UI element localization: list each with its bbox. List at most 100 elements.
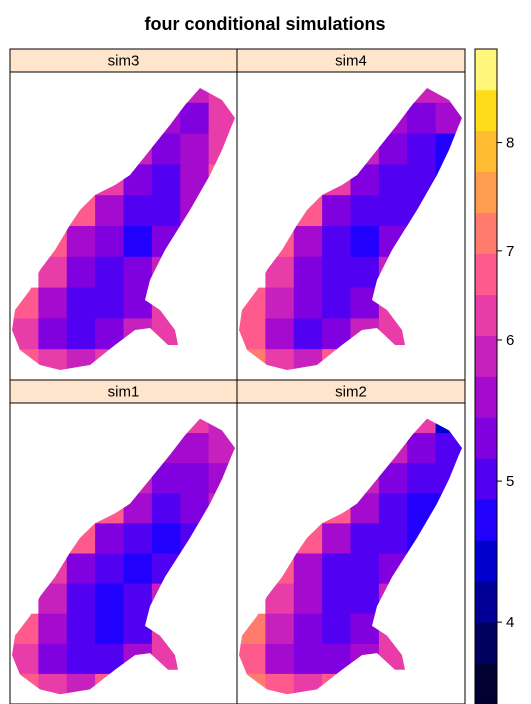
raster bbox=[12, 418, 235, 695]
colorkey-bin bbox=[475, 171, 497, 214]
colorkey-bin bbox=[475, 581, 497, 623]
raster-cell bbox=[293, 226, 323, 258]
colorkey-bin bbox=[475, 49, 497, 91]
colorkey-bin bbox=[475, 335, 497, 377]
raster-cell bbox=[265, 287, 295, 319]
raster-cell bbox=[265, 673, 295, 695]
colorkey-border bbox=[474, 48, 498, 704]
raster-cell bbox=[293, 349, 323, 370]
raster-cell bbox=[322, 553, 351, 585]
raster-cell bbox=[322, 613, 351, 645]
raster-cell bbox=[407, 433, 437, 464]
raster-cell bbox=[293, 553, 323, 585]
raster-cell bbox=[66, 318, 96, 350]
panel-border bbox=[236, 402, 466, 704]
raster-cell bbox=[180, 433, 210, 464]
raster-cell bbox=[265, 643, 295, 675]
raster-cell bbox=[38, 349, 68, 370]
raster-cell bbox=[350, 256, 380, 289]
raster-cell bbox=[322, 583, 351, 615]
raster-cell bbox=[66, 349, 96, 370]
raster-cell bbox=[322, 287, 351, 319]
colorkey-bin bbox=[475, 417, 497, 459]
raster-cell bbox=[95, 553, 124, 585]
raster-cell bbox=[123, 195, 153, 227]
raster-cell bbox=[123, 553, 153, 585]
colorkey-bin bbox=[475, 294, 497, 336]
raster-cell bbox=[66, 643, 96, 675]
raster-cell bbox=[95, 613, 124, 645]
raster-cell bbox=[378, 195, 408, 227]
raster-cell bbox=[378, 493, 408, 524]
colorkey-bin bbox=[475, 458, 497, 500]
raster-cell bbox=[180, 102, 210, 135]
colorkey-bin bbox=[475, 212, 497, 254]
raster-cell bbox=[123, 226, 153, 258]
colorkey-tick-label: 8 bbox=[506, 135, 514, 152]
strip-label: sim3 bbox=[108, 52, 140, 69]
raster-cell bbox=[95, 195, 124, 227]
colorkey-bin bbox=[475, 89, 497, 132]
strip-label: sim2 bbox=[335, 383, 367, 400]
raster-cell bbox=[66, 583, 96, 615]
raster-cell bbox=[180, 463, 210, 494]
raster-cell bbox=[95, 523, 124, 554]
raster-cell bbox=[123, 256, 153, 289]
colorkey-bin bbox=[475, 499, 497, 541]
raster-cell bbox=[151, 164, 181, 196]
raster-cell bbox=[66, 613, 96, 645]
raster-cell bbox=[66, 287, 96, 319]
raster-cell bbox=[95, 256, 124, 289]
chart-title: four conditional simulations bbox=[144, 14, 385, 34]
raster-cell bbox=[293, 318, 323, 350]
raster-cell bbox=[322, 226, 351, 258]
raster-cell bbox=[350, 195, 380, 227]
raster-cell bbox=[265, 349, 295, 370]
raster-cell bbox=[123, 523, 153, 554]
raster-cell bbox=[293, 643, 323, 675]
strip-label: sim1 bbox=[108, 383, 140, 400]
colorkey-bin bbox=[475, 130, 497, 173]
raster-cell bbox=[378, 164, 408, 196]
raster-cell bbox=[378, 523, 408, 554]
raster-cell bbox=[95, 287, 124, 319]
colorkey-bin bbox=[475, 540, 497, 582]
colorkey-tick-label: 6 bbox=[506, 332, 514, 349]
colorkey-bin bbox=[475, 663, 497, 704]
colorkey-bin bbox=[475, 376, 497, 418]
colorkey-tick-label: 5 bbox=[506, 473, 514, 490]
raster-cell bbox=[350, 583, 380, 615]
raster-cell bbox=[66, 673, 96, 695]
strip-label: sim4 bbox=[335, 52, 367, 69]
raster-cell bbox=[407, 463, 437, 494]
raster-cell bbox=[407, 133, 437, 165]
colorkey-bin bbox=[475, 622, 497, 664]
raster-cell bbox=[407, 102, 437, 135]
raster-cell bbox=[293, 583, 323, 615]
raster-cell bbox=[265, 318, 295, 350]
raster-cell bbox=[322, 523, 351, 554]
colorkey-bin bbox=[475, 253, 497, 295]
raster-cell bbox=[151, 493, 181, 524]
raster-cell bbox=[322, 195, 351, 227]
raster-cell bbox=[151, 195, 181, 227]
raster-cell bbox=[123, 583, 153, 615]
raster-cell bbox=[38, 643, 68, 675]
raster-cell bbox=[38, 673, 68, 695]
raster-cell bbox=[151, 523, 181, 554]
raster-cell bbox=[293, 256, 323, 289]
raster-cell bbox=[350, 226, 380, 258]
raster-cell bbox=[66, 553, 96, 585]
raster-cell bbox=[350, 523, 380, 554]
raster-cell bbox=[38, 287, 68, 319]
colorkey-tick-label: 4 bbox=[506, 614, 514, 631]
raster-cell bbox=[66, 256, 96, 289]
raster-cell bbox=[38, 318, 68, 350]
raster-cell bbox=[95, 226, 124, 258]
raster-cell bbox=[293, 287, 323, 319]
raster-cell bbox=[293, 673, 323, 695]
raster-cell bbox=[265, 613, 295, 645]
raster-cell bbox=[38, 613, 68, 645]
colorkey-tick-label: 7 bbox=[506, 243, 514, 260]
